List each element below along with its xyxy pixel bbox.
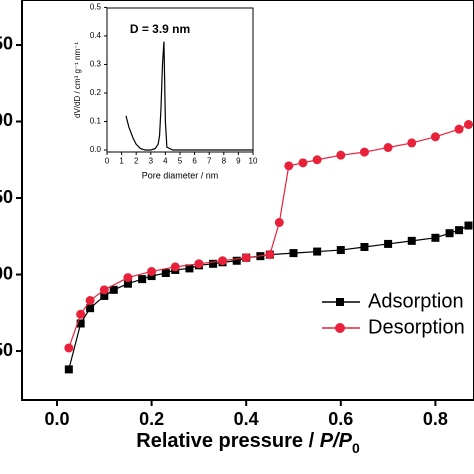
marker [100, 291, 109, 300]
x-tick-label: 10 [249, 157, 258, 166]
y-tick-label: 0.1 [90, 117, 102, 126]
marker [464, 221, 473, 230]
marker [274, 217, 284, 227]
axes-frame [106, 7, 254, 153]
x-tick-label: 1 [119, 157, 124, 166]
y-tick-label: 0.3 [90, 60, 102, 69]
marker [218, 256, 228, 266]
marker [445, 229, 454, 238]
marker [384, 239, 393, 248]
marker [360, 242, 369, 251]
x-tick-label: 7 [207, 157, 212, 166]
marker [464, 120, 474, 130]
y-tick-label: 0.4 [90, 31, 102, 40]
marker [289, 249, 298, 258]
legend-label: Desorption [368, 316, 465, 338]
x-axis-label: Relative pressure / P/P0 [136, 430, 360, 455]
y-tick-label: 0.0 [90, 145, 102, 154]
marker [147, 272, 156, 281]
marker [430, 132, 440, 142]
series-line [68, 124, 469, 349]
x-tick-label: 2 [134, 157, 139, 166]
x-tick-label: 0.2 [139, 409, 164, 429]
marker [123, 279, 132, 288]
y-tick-label: 50 [0, 340, 13, 360]
x-axis-label-var: P/P [320, 430, 353, 452]
x-tick-label: 0 [105, 157, 110, 166]
marker [138, 275, 147, 284]
marker [232, 256, 241, 265]
x-tick-label: 4 [163, 157, 168, 166]
marker [455, 226, 464, 235]
x-axis-label-text: Relative pressure / [136, 430, 319, 452]
marker [99, 285, 109, 295]
series-line [125, 41, 253, 151]
marker [170, 262, 180, 272]
x-tick-label: 3 [149, 157, 154, 166]
y-tick-label: 150 [0, 187, 13, 207]
x-tick-label: 0.6 [328, 409, 353, 429]
x-tick-label: 0.0 [44, 409, 69, 429]
inset-background [107, 8, 253, 152]
marker [147, 266, 157, 276]
marker [407, 236, 416, 245]
inset-x-label: Pore diameter / nm [142, 170, 219, 180]
marker [336, 246, 345, 255]
marker [359, 147, 369, 157]
inset-y-label: dV/dD / cm³ g⁻¹ nm⁻¹ [73, 42, 82, 118]
y-tick-label: 250 [0, 34, 13, 54]
marker [383, 143, 393, 153]
marker [76, 309, 86, 319]
marker [64, 365, 73, 374]
marker [284, 161, 294, 171]
x-tick-label: 5 [178, 157, 183, 166]
marker [336, 150, 346, 160]
marker [64, 343, 74, 353]
legend-marker [336, 298, 344, 306]
marker [85, 296, 95, 306]
y-tick-label: 200 [0, 110, 13, 130]
marker [298, 158, 308, 168]
x-tick-label: 9 [236, 157, 241, 166]
y-tick-label: 0.5 [90, 3, 102, 12]
marker [241, 253, 251, 263]
x-tick-label: 0.4 [234, 409, 259, 429]
series-line [68, 225, 469, 370]
marker [431, 233, 440, 242]
plot-area [64, 120, 474, 374]
marker [185, 264, 194, 273]
marker [76, 319, 85, 328]
marker [209, 259, 218, 268]
annotation: D = 3.9 nm [130, 22, 190, 36]
x-tick-label: 0.8 [423, 409, 448, 429]
marker [313, 247, 322, 256]
marker [407, 138, 417, 148]
marker [161, 268, 170, 277]
axes-frame [21, 0, 474, 401]
x-tick-label: 8 [222, 157, 227, 166]
marker [454, 124, 464, 134]
marker [312, 155, 322, 165]
x-axis-label-sub: 0 [352, 440, 360, 456]
plot-area [125, 41, 253, 151]
x-tick-label: 6 [192, 157, 197, 166]
y-tick-label: 0.2 [90, 88, 102, 97]
legend-label: Adsorption [368, 290, 464, 312]
marker [194, 259, 204, 269]
y-tick-label: 100 [0, 263, 13, 283]
marker [86, 304, 95, 313]
legend-marker [335, 323, 345, 333]
marker [123, 273, 133, 283]
marker [265, 250, 275, 260]
marker [109, 285, 118, 294]
